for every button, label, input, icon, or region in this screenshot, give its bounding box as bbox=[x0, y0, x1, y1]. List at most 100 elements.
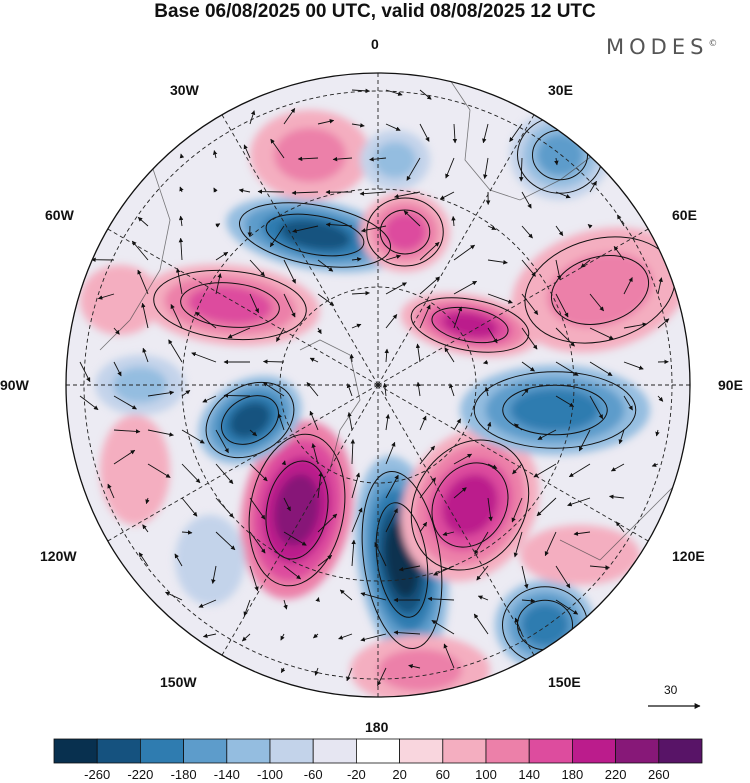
wind-vector bbox=[451, 215, 456, 227]
wind-vector bbox=[554, 157, 559, 166]
wind-vector bbox=[360, 633, 387, 642]
wind-vector bbox=[555, 225, 564, 237]
contour bbox=[431, 462, 509, 548]
wind-vector bbox=[555, 293, 569, 318]
wind-vector bbox=[351, 472, 361, 499]
wind-vector bbox=[617, 214, 625, 227]
wind-vector bbox=[277, 413, 285, 431]
wind-vector bbox=[249, 565, 259, 592]
lon-label-180: 180 bbox=[365, 719, 389, 735]
lon-label-120w: 120W bbox=[40, 548, 77, 564]
wind-vector bbox=[483, 360, 489, 365]
colorbar-swatch bbox=[485, 738, 530, 764]
wind-vector bbox=[241, 633, 251, 642]
wind-vector bbox=[449, 383, 455, 397]
contour bbox=[238, 202, 392, 268]
wind-vector bbox=[79, 361, 91, 383]
colorbar bbox=[53, 738, 703, 764]
meridian bbox=[217, 107, 379, 386]
wind-vector bbox=[385, 441, 396, 465]
wind-vector bbox=[79, 395, 99, 411]
wind-vector bbox=[521, 191, 532, 209]
wind-vector bbox=[215, 273, 222, 295]
wind-vector bbox=[445, 157, 455, 179]
wind-vector bbox=[309, 357, 319, 363]
colorbar-tick-label: -220 bbox=[127, 767, 154, 782]
wind-vector bbox=[419, 276, 440, 295]
wind-vector bbox=[311, 443, 319, 465]
wind-vector bbox=[453, 453, 473, 465]
wind-vector bbox=[555, 395, 575, 408]
shade-cell bbox=[374, 142, 416, 178]
meridian bbox=[377, 384, 539, 663]
wind-vector bbox=[332, 156, 353, 162]
wind-vector bbox=[262, 382, 285, 397]
wind-vector bbox=[174, 553, 183, 567]
wind-vector bbox=[521, 598, 536, 603]
lon-label-90w: 90W bbox=[0, 377, 29, 393]
wind-vector bbox=[453, 280, 478, 295]
wind-vector bbox=[587, 224, 593, 229]
wind-vector bbox=[283, 599, 288, 610]
wind-vector bbox=[137, 216, 149, 227]
wind-vector bbox=[317, 555, 333, 567]
wind-vector bbox=[215, 429, 229, 454]
wind-vector bbox=[555, 191, 571, 199]
wind-vector bbox=[178, 215, 184, 227]
wind-vector bbox=[521, 361, 535, 372]
wind-vector bbox=[431, 619, 455, 635]
wind-vector bbox=[555, 361, 579, 376]
wind-vector bbox=[350, 439, 356, 465]
wind-vector bbox=[202, 633, 217, 639]
colorbar-tick-label: 260 bbox=[647, 767, 670, 782]
wind-vector bbox=[313, 633, 319, 639]
wind-vector bbox=[141, 302, 149, 329]
wind-vector bbox=[249, 293, 259, 314]
wind-vector bbox=[427, 596, 455, 602]
shade-cell bbox=[520, 525, 640, 585]
wind-vector bbox=[325, 222, 353, 227]
contour bbox=[410, 297, 530, 353]
wind-vector bbox=[179, 186, 184, 193]
lon-label-150e: 150E bbox=[548, 674, 581, 690]
wind-vector bbox=[589, 565, 610, 570]
colorbar-tick-label: -260 bbox=[84, 767, 111, 782]
wind-vector bbox=[317, 119, 335, 125]
wind-vector bbox=[533, 463, 557, 478]
wind-vector bbox=[346, 383, 353, 397]
meridian bbox=[377, 384, 656, 546]
wind-vector bbox=[419, 304, 431, 329]
wind-vector bbox=[514, 617, 523, 635]
colorbar-swatch bbox=[658, 738, 703, 764]
wind-vector bbox=[589, 293, 605, 312]
colorbar-tick-label: 220 bbox=[604, 767, 627, 782]
colorbar-swatch bbox=[269, 738, 314, 764]
wind-vector bbox=[181, 497, 198, 517]
wind-vector bbox=[283, 497, 291, 512]
wind-vector bbox=[484, 386, 490, 397]
colorbar-tick-label: 60 bbox=[435, 767, 451, 782]
contour-lines bbox=[153, 116, 676, 664]
wind-vector bbox=[537, 429, 557, 440]
wind-vector bbox=[283, 259, 296, 284]
wind-vector bbox=[243, 599, 251, 617]
wind-vector bbox=[519, 157, 524, 182]
wind-vector bbox=[385, 508, 398, 533]
shaded-field bbox=[66, 73, 690, 697]
wind-vector bbox=[452, 123, 458, 144]
shade-cell bbox=[175, 515, 245, 605]
wind-vector bbox=[419, 242, 440, 261]
meridian bbox=[100, 384, 379, 546]
wind-vector bbox=[249, 110, 256, 125]
wind-vector bbox=[309, 410, 319, 431]
wind-vector bbox=[512, 463, 523, 475]
wind-vector bbox=[419, 477, 436, 499]
colorbar-tick-label: -60 bbox=[303, 767, 323, 782]
wind-vector bbox=[317, 513, 338, 533]
wind-vector bbox=[487, 327, 498, 344]
colorbar-tick-label: 180 bbox=[561, 767, 584, 782]
wind-vector bbox=[384, 348, 389, 363]
wind-vector bbox=[280, 633, 285, 641]
wind-vector bbox=[555, 565, 571, 589]
wind-vector bbox=[269, 225, 285, 248]
